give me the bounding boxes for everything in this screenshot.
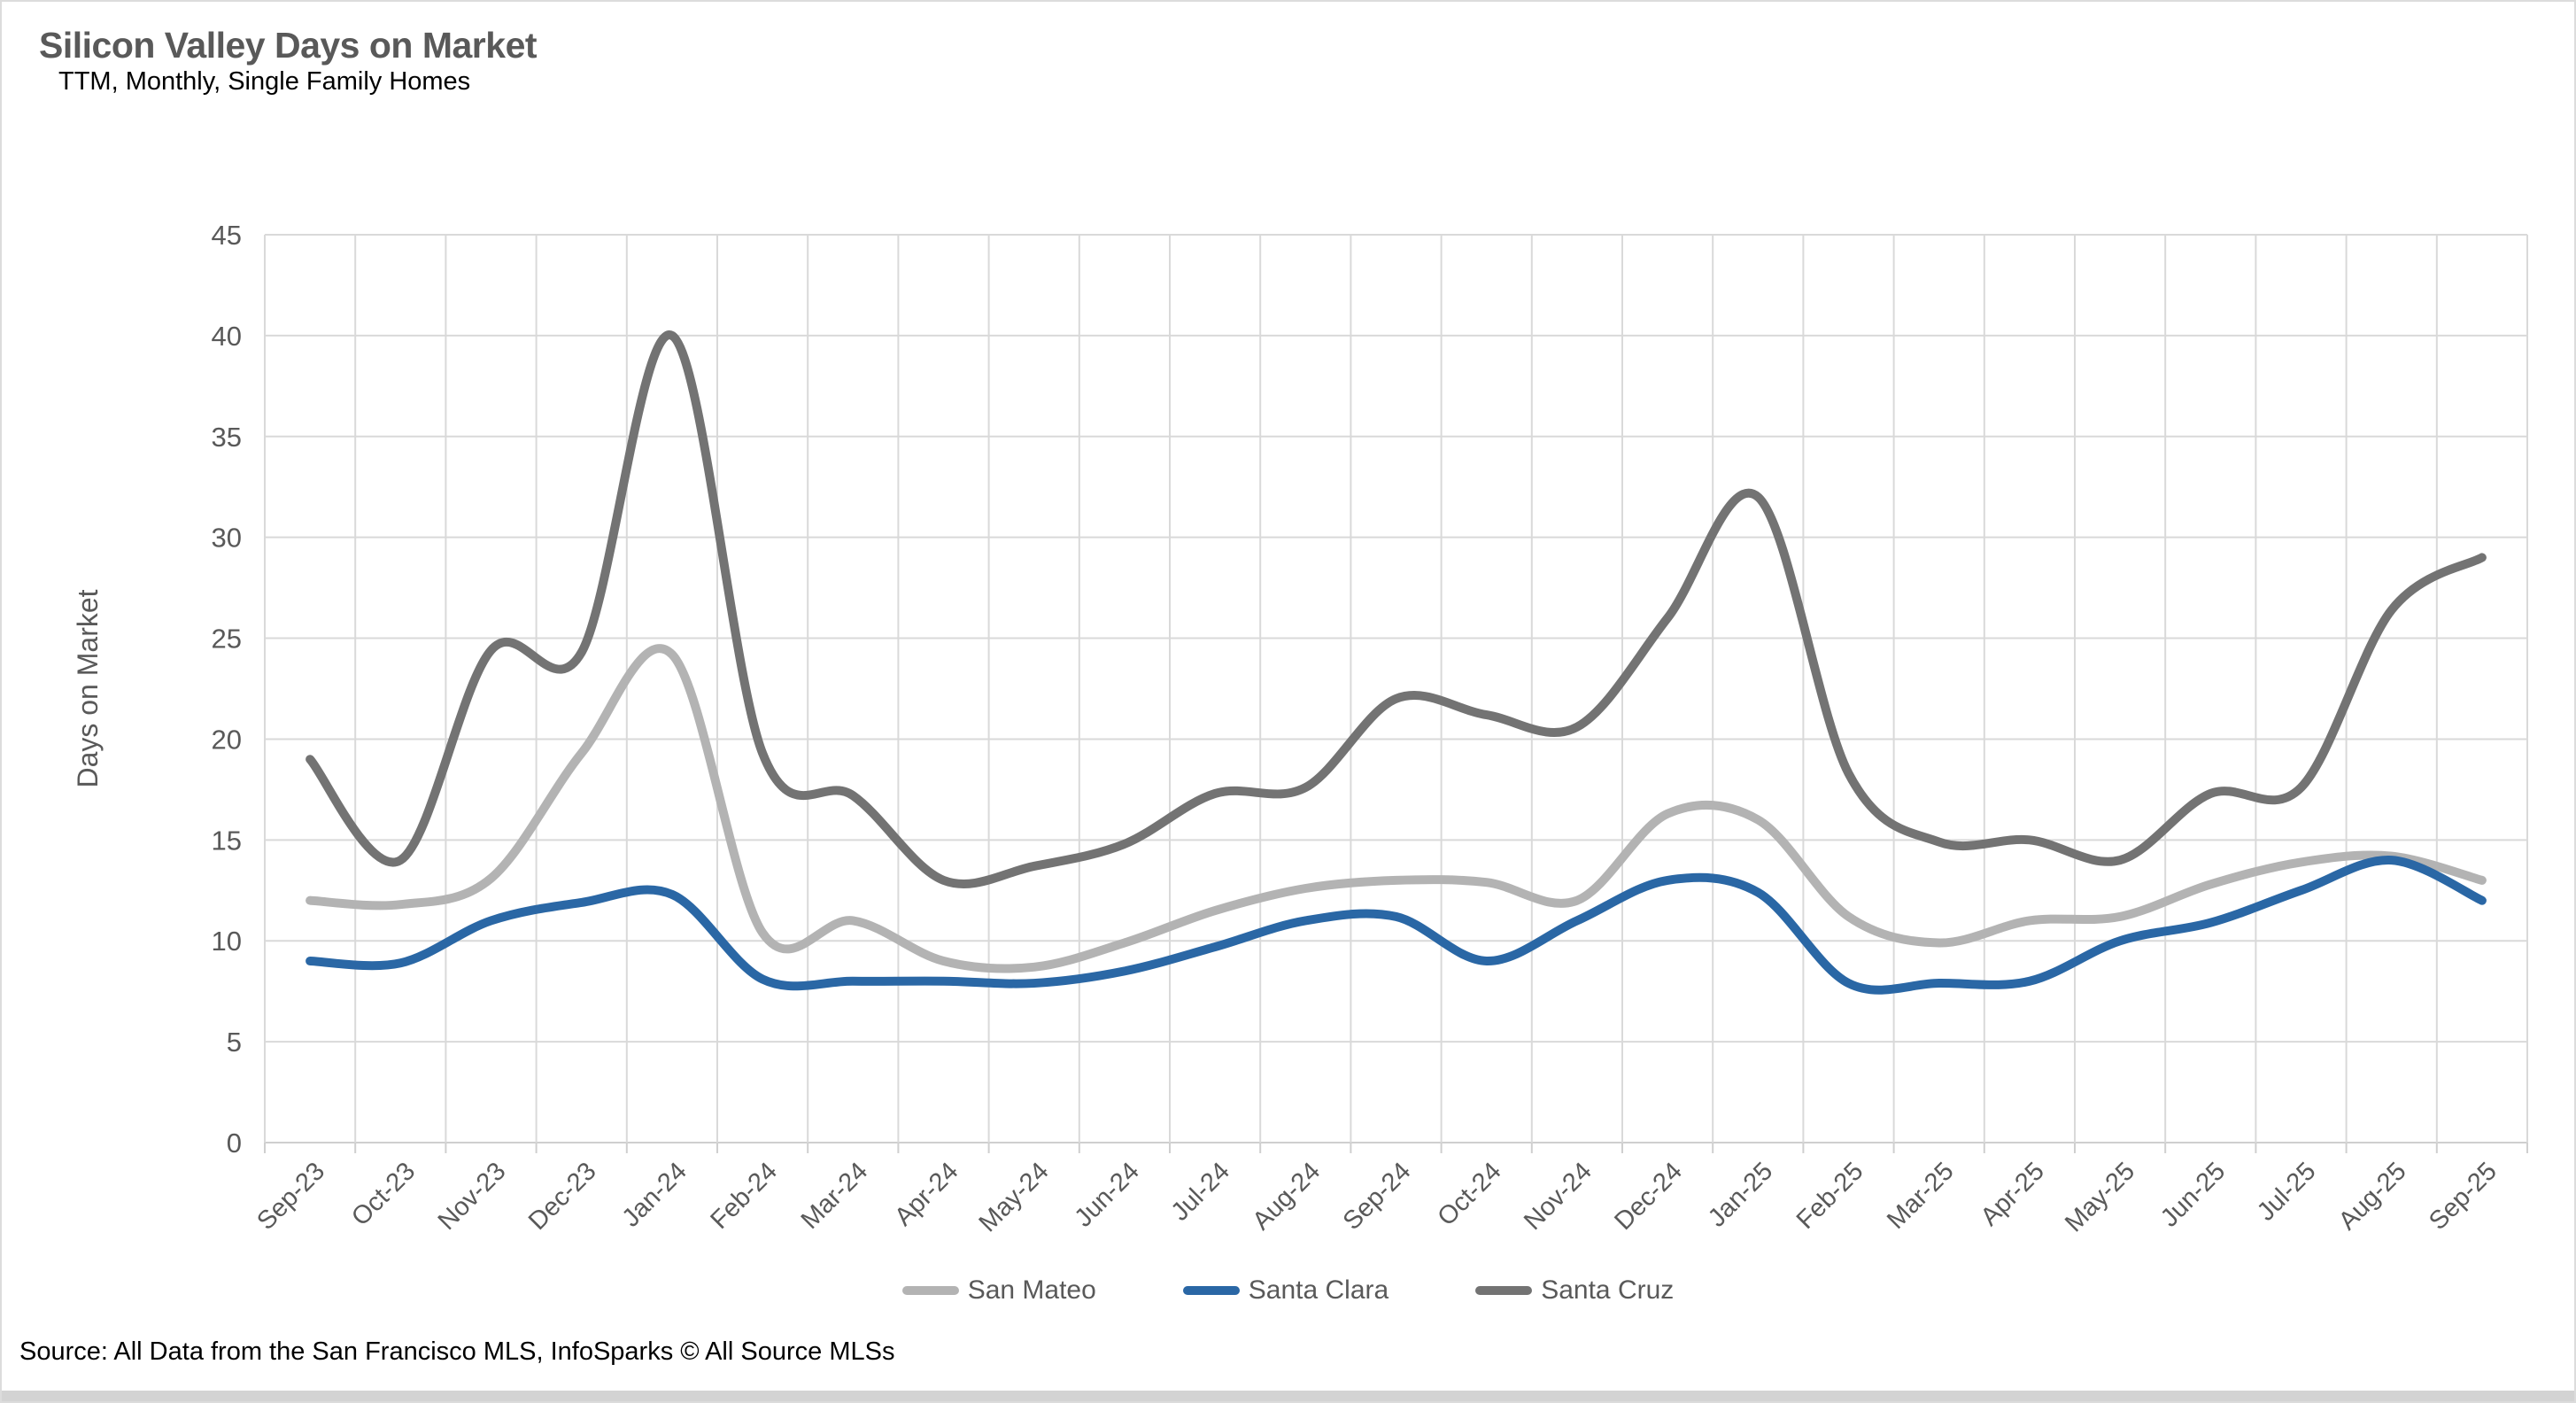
y-tick-label: 30 — [212, 523, 242, 554]
x-tick-label: Mar-25 — [1882, 1157, 1960, 1235]
series-line-santa-cruz — [306, 330, 2487, 888]
chart-title: Silicon Valley Days on Market — [39, 25, 538, 66]
y-tick-label: 15 — [212, 825, 242, 856]
x-tick-label: May-25 — [2060, 1157, 2140, 1237]
legend-item-santa-cruz: Santa Cruz — [1475, 1275, 1674, 1306]
x-tick-label: Apr-24 — [889, 1157, 963, 1231]
x-tick-label: Jun-24 — [1070, 1157, 1145, 1232]
y-tick-label: 20 — [212, 724, 242, 755]
x-tick-label: Oct-23 — [346, 1157, 421, 1231]
y-tick-label: 10 — [212, 926, 242, 957]
x-tick-label: Nov-24 — [1519, 1157, 1597, 1236]
legend-swatch-san-mateo — [901, 1286, 959, 1295]
y-tick-label: 0 — [227, 1128, 242, 1159]
y-tick-label: 35 — [212, 422, 242, 453]
window-bottom-edge — [2, 1391, 2574, 1401]
series-line-san-mateo — [306, 644, 2487, 973]
y-tick-label: 5 — [227, 1027, 242, 1058]
x-tick-label: Nov-23 — [433, 1157, 512, 1236]
series-line-santa-clara — [306, 856, 2487, 995]
legend-item-santa-clara: Santa Clara — [1182, 1275, 1389, 1306]
x-tick-label: Sep-24 — [1338, 1157, 1417, 1236]
x-tick-label: Feb-25 — [1791, 1157, 1869, 1235]
x-tick-label: Mar-24 — [796, 1157, 874, 1235]
x-tick-label: Jun-25 — [2155, 1157, 2231, 1232]
legend-label-santa-clara: Santa Clara — [1248, 1275, 1389, 1305]
y-tick-label: 40 — [212, 321, 242, 352]
x-tick-label: Dec-23 — [523, 1157, 602, 1236]
chart-subtitle: TTM, Monthly, Single Family Homes — [58, 67, 471, 96]
x-tick-label: Feb-24 — [705, 1157, 783, 1235]
source-note: Source: All Data from the San Francisco … — [19, 1337, 895, 1366]
x-tick-label: Jul-24 — [1166, 1157, 1235, 1226]
legend-label-santa-cruz: Santa Cruz — [1541, 1275, 1675, 1305]
x-tick-label: Apr-25 — [1976, 1157, 2050, 1231]
x-tick-label: Oct-24 — [1432, 1157, 1506, 1231]
x-tick-label: Jan-25 — [1703, 1157, 1778, 1232]
legend-swatch-santa-clara — [1182, 1286, 1240, 1295]
x-tick-label: Aug-25 — [2333, 1157, 2412, 1236]
x-tick-label: Dec-24 — [1609, 1157, 1688, 1236]
legend-item-san-mateo: San Mateo — [901, 1275, 1096, 1306]
legend-swatch-santa-cruz — [1475, 1286, 1533, 1295]
y-axis-title: Days on Market — [72, 589, 104, 787]
x-tick-label: Aug-24 — [1247, 1157, 1326, 1236]
x-tick-label: Jan-24 — [617, 1157, 692, 1232]
y-tick-label: 25 — [212, 624, 242, 655]
x-tick-label: Sep-25 — [2424, 1157, 2503, 1236]
x-tick-label: Sep-23 — [251, 1157, 330, 1236]
y-tick-label: 45 — [212, 220, 242, 251]
chart-legend: San Mateo Santa Clara Santa Cruz — [2, 1275, 2574, 1306]
x-tick-label: May-24 — [974, 1157, 1055, 1237]
x-tick-label: Jul-25 — [2252, 1157, 2321, 1226]
legend-label-san-mateo: San Mateo — [967, 1275, 1096, 1305]
